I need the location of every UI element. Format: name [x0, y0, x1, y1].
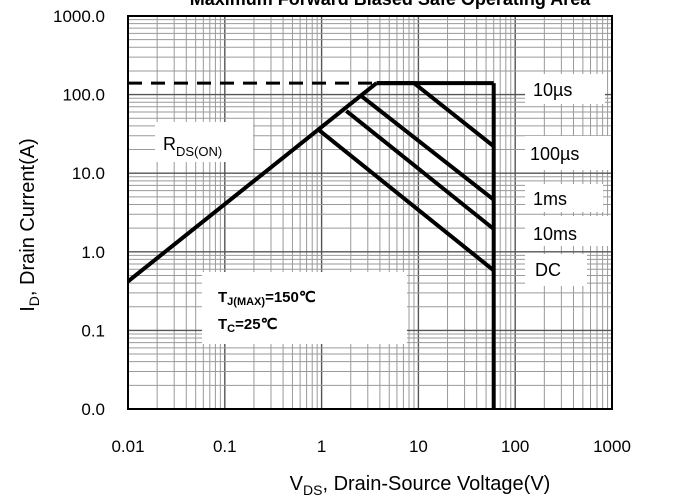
curve-100-s [376, 81, 495, 148]
y-tick-label: 0.1 [81, 321, 105, 340]
y-tick-label: 1.0 [81, 243, 105, 262]
curve-label-2: 100µs [530, 144, 579, 164]
x-tick-label: 0.01 [111, 437, 144, 456]
x-tick-label: 1000 [593, 437, 631, 456]
curve-label-5: DC [535, 260, 561, 280]
label-background [155, 122, 253, 162]
curve-labels: 10µs 100µs 1ms 10ms DC [530, 80, 579, 280]
rdson-label: RDS(ON) [163, 134, 222, 159]
y-tick-label: 100.0 [62, 86, 105, 105]
condition-tc: TC=25℃ [218, 316, 278, 335]
x-tick-label: 10 [409, 437, 428, 456]
label-background [202, 272, 407, 344]
x-tick-label: 0.1 [213, 437, 237, 456]
y-tick-labels: 1000.0 100.0 10.0 1.0 0.1 0.0 [53, 7, 105, 419]
y-tick-label: 0.0 [81, 400, 105, 419]
condition-tj-max: TJ(MAX)=150℃ [218, 289, 316, 308]
curve-label-4: 10ms [533, 224, 577, 244]
curve-label-1: 10µs [533, 80, 572, 100]
label-boxes [155, 74, 611, 344]
x-tick-label: 1 [317, 437, 326, 456]
y-tick-label: 1000.0 [53, 7, 105, 26]
label-background [525, 184, 603, 212]
chart-curves [126, 81, 496, 409]
chart-title: Maximum Forward Biased Safe Operating Ar… [190, 0, 591, 9]
curve-1ms [360, 94, 495, 202]
x-tick-labels: 0.01 0.1 1 10 100 1000 [111, 437, 630, 456]
curve-10ms [345, 109, 495, 231]
y-axis-label: ID, Drain Current(A) [17, 138, 42, 312]
curve-dc [318, 128, 495, 272]
x-tick-label: 100 [501, 437, 529, 456]
label-background [525, 74, 605, 104]
curve-rds-on-limit [126, 81, 378, 283]
x-axis-label: VDS, Drain-Source Voltage(V) [290, 473, 551, 498]
y-tick-label: 10.0 [72, 164, 105, 183]
curve-label-3: 1ms [533, 189, 567, 209]
label-background [525, 136, 611, 170]
label-background [525, 254, 587, 286]
label-background [525, 216, 611, 246]
plot-frame [127, 15, 613, 410]
